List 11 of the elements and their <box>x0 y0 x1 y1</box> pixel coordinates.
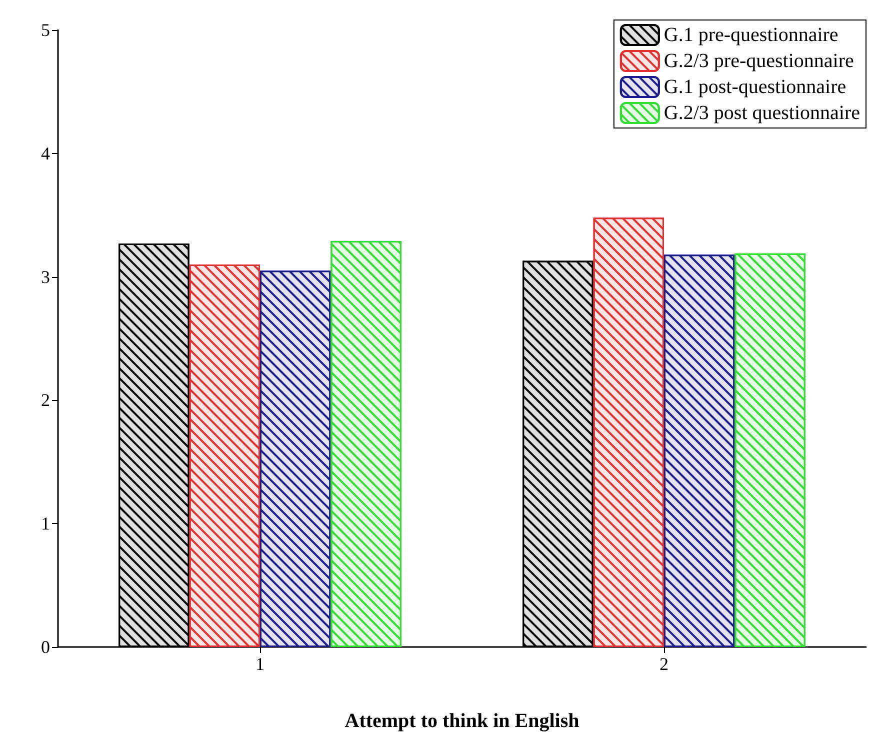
y-tick-label: 2 <box>41 390 50 410</box>
y-tick-label: 4 <box>41 143 50 164</box>
x-axis-title: Attempt to think in English <box>344 710 580 732</box>
legend-label: G.2/3 post questionnaire <box>664 102 860 124</box>
legend-label: G.1 pre-questionnaire <box>664 24 838 46</box>
y-tick-label: 0 <box>41 637 50 657</box>
y-tick-label: 1 <box>41 514 50 534</box>
y-tick-label: 5 <box>41 20 50 40</box>
legend-label: G.2/3 pre-questionnaire <box>664 50 854 72</box>
y-tick-label: 3 <box>41 266 50 287</box>
legend-label: G.1 post-questionnaire <box>664 76 846 98</box>
